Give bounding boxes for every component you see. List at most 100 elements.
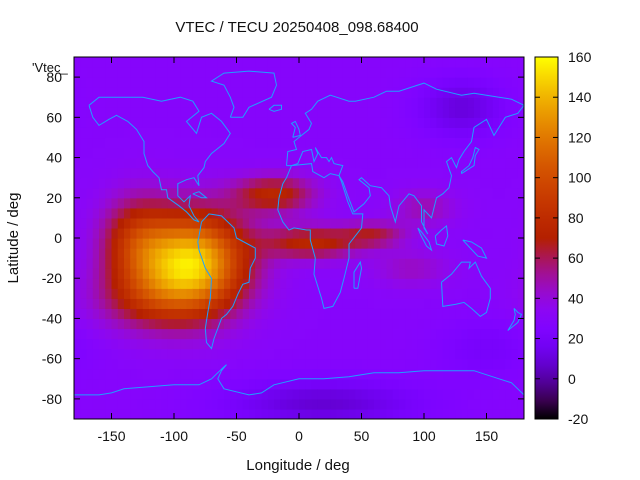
heatmap-cell [249,97,256,108]
heatmap-cell [374,117,381,128]
heatmap-cell [517,97,524,108]
heatmap-cell [411,328,419,340]
heatmap-cell [399,338,406,350]
africa-coastline [277,163,364,309]
colorbar-tick-label: 0 [568,371,576,387]
heatmap-cell [255,318,263,330]
heatmap-cell [461,87,469,98]
heatmap-cell [367,248,375,259]
heatmap-cell [330,147,338,159]
heatmap-cell [249,57,256,68]
heatmap-cell [455,177,463,189]
heatmap-cell [467,268,475,279]
heatmap-cell [492,338,500,350]
heatmap-cell [167,227,175,239]
heatmap-cell [380,177,388,189]
heatmap-cell [192,97,200,108]
heatmap-cell [361,348,369,360]
heatmap-cell [180,167,188,179]
heatmap-cell [392,398,400,410]
heatmap-cell [367,348,375,360]
heatmap-cell [374,328,381,340]
heatmap-cell [149,147,156,159]
heatmap-cell [99,187,106,199]
heatmap-cell [155,398,163,410]
heatmap-cell [180,248,188,259]
heatmap-cell [499,368,506,380]
heatmap-cell [349,117,356,128]
heatmap-cell [361,157,369,169]
heatmap-cell [455,77,463,88]
heatmap-cell [392,107,400,118]
heatmap-cell [230,308,238,320]
heatmap-cell [386,97,394,108]
heatmap-cell [411,147,419,159]
heatmap-cell [167,378,175,390]
heatmap-cell [305,318,313,330]
heatmap-cell [399,157,406,169]
heatmap-cell [349,388,356,400]
heatmap-cell [492,388,500,400]
australia-coastline [441,261,491,318]
heatmap-cell [342,67,350,78]
heatmap-cell [261,107,269,118]
heatmap-cell [236,157,244,169]
heatmap-cell [130,338,138,350]
heatmap-cell [224,358,231,370]
heatmap-cell [461,388,469,400]
heatmap-cell [242,117,250,128]
heatmap-cell [374,368,381,380]
heatmap-cell [355,127,363,139]
heatmap-cell [74,318,81,330]
heatmap-cell [117,388,125,400]
heatmap-cell [442,177,450,189]
heatmap-cell [342,408,350,419]
heatmap-cell [186,77,194,88]
heatmap-cell [142,207,150,219]
heatmap-cell [417,107,425,118]
heatmap-cell [142,408,150,419]
heatmap-cell [380,358,388,370]
heatmap-cell [449,338,456,350]
heatmap-cell [155,77,163,88]
heatmap-cell [274,147,281,159]
heatmap-cell [361,358,369,370]
heatmap-cell [274,217,281,229]
heatmap-cell [330,348,338,360]
heatmap-cell [430,378,438,390]
heatmap-cell [111,368,119,380]
heatmap-cell [399,87,406,98]
heatmap-cell [155,227,163,239]
heatmap-cell [324,338,331,350]
heatmap-cell [324,378,331,390]
heatmap-cell [361,388,369,400]
heatmap-cell [267,308,275,320]
heatmap-cell [280,358,288,370]
heatmap-cell [455,97,463,108]
heatmap-cell [167,87,175,98]
heatmap-cell [467,238,475,249]
heatmap-cell [80,127,88,139]
heatmap-cell [511,207,519,219]
heatmap-cell [492,288,500,299]
heatmap-cell [242,398,250,410]
heatmap-cell [474,117,481,128]
heatmap-cell [292,378,300,390]
heatmap-cell [155,137,163,149]
heatmap-cell [142,388,150,400]
heatmap-cell [161,298,169,309]
heatmap-cell [517,318,524,330]
heatmap-cell [361,127,369,139]
heatmap-cell [86,308,94,320]
heatmap-cell [486,227,494,239]
heatmap-cell [492,67,500,78]
heatmap-cell [492,298,500,309]
heatmap-cell [155,167,163,179]
heatmap-cell [317,117,325,128]
heatmap-cell [442,268,450,279]
heatmap-cell [492,308,500,320]
heatmap-cell [186,268,194,279]
heatmap-cell [492,227,500,239]
heatmap-cell [492,97,500,108]
